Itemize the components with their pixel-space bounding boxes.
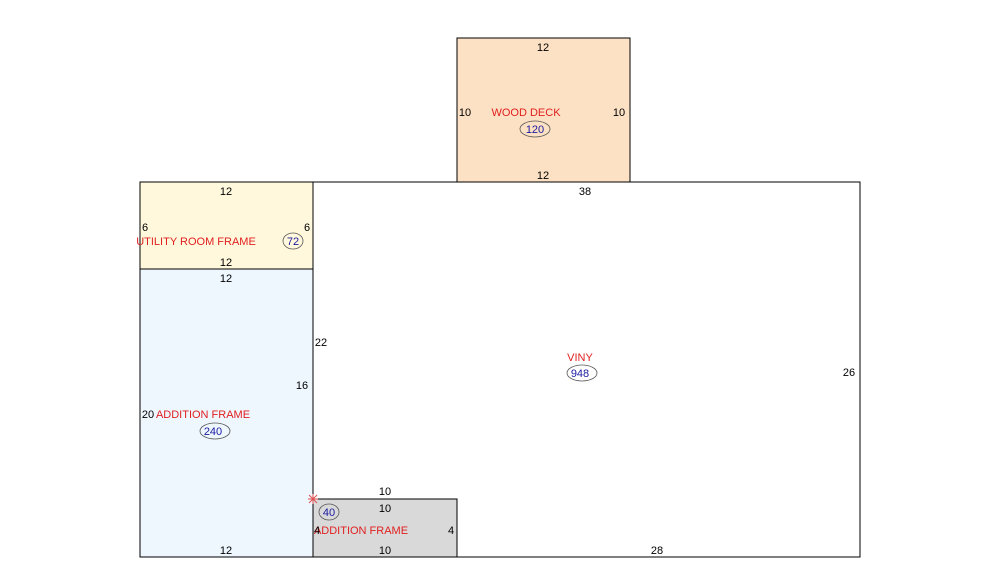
addition-area bbox=[139, 268, 314, 558]
dimension: 12 bbox=[537, 42, 549, 54]
area-badge bbox=[282, 232, 304, 250]
dimension: 12 bbox=[220, 186, 232, 198]
marker bbox=[308, 494, 318, 504]
area-value: 40 bbox=[323, 507, 335, 519]
dimension: 12 bbox=[220, 273, 232, 285]
dimension: 6 bbox=[142, 222, 148, 234]
dimension: 4 bbox=[314, 525, 320, 537]
dimension: 6 bbox=[304, 222, 310, 234]
dimension: 16 bbox=[296, 380, 308, 392]
dimension: 10 bbox=[379, 486, 391, 498]
dimension: 4 bbox=[448, 525, 454, 537]
area-label: VINY bbox=[567, 352, 593, 364]
dimension: 12 bbox=[220, 545, 232, 557]
area-badge bbox=[519, 120, 551, 138]
dimension: 20 bbox=[142, 409, 154, 421]
dimension: 10 bbox=[379, 545, 391, 557]
dimension: 10 bbox=[613, 107, 625, 119]
dimension: 10 bbox=[379, 503, 391, 515]
area-value: 120 bbox=[526, 124, 544, 136]
dimension: 12 bbox=[537, 170, 549, 182]
area-value: 72 bbox=[287, 236, 299, 248]
addition-small-area bbox=[312, 498, 458, 558]
area-label: WOOD DECK bbox=[491, 107, 561, 119]
area-label: ADDITION FRAME bbox=[314, 525, 408, 537]
dimension: 28 bbox=[651, 545, 663, 557]
area-badge bbox=[566, 364, 598, 382]
area-label: ADDITION FRAME bbox=[156, 409, 250, 421]
area-badge bbox=[199, 422, 231, 440]
area-badge bbox=[318, 503, 340, 521]
dimension: 10 bbox=[459, 107, 471, 119]
area-label: UTILITY ROOM FRAME bbox=[136, 236, 256, 248]
dimension: 26 bbox=[843, 367, 855, 379]
dimension: 12 bbox=[220, 257, 232, 269]
wood-deck-area bbox=[456, 37, 631, 183]
area-value: 240 bbox=[204, 426, 222, 438]
dimension: 38 bbox=[579, 186, 591, 198]
area-value: 948 bbox=[571, 368, 589, 380]
dimension: 22 bbox=[315, 337, 327, 349]
